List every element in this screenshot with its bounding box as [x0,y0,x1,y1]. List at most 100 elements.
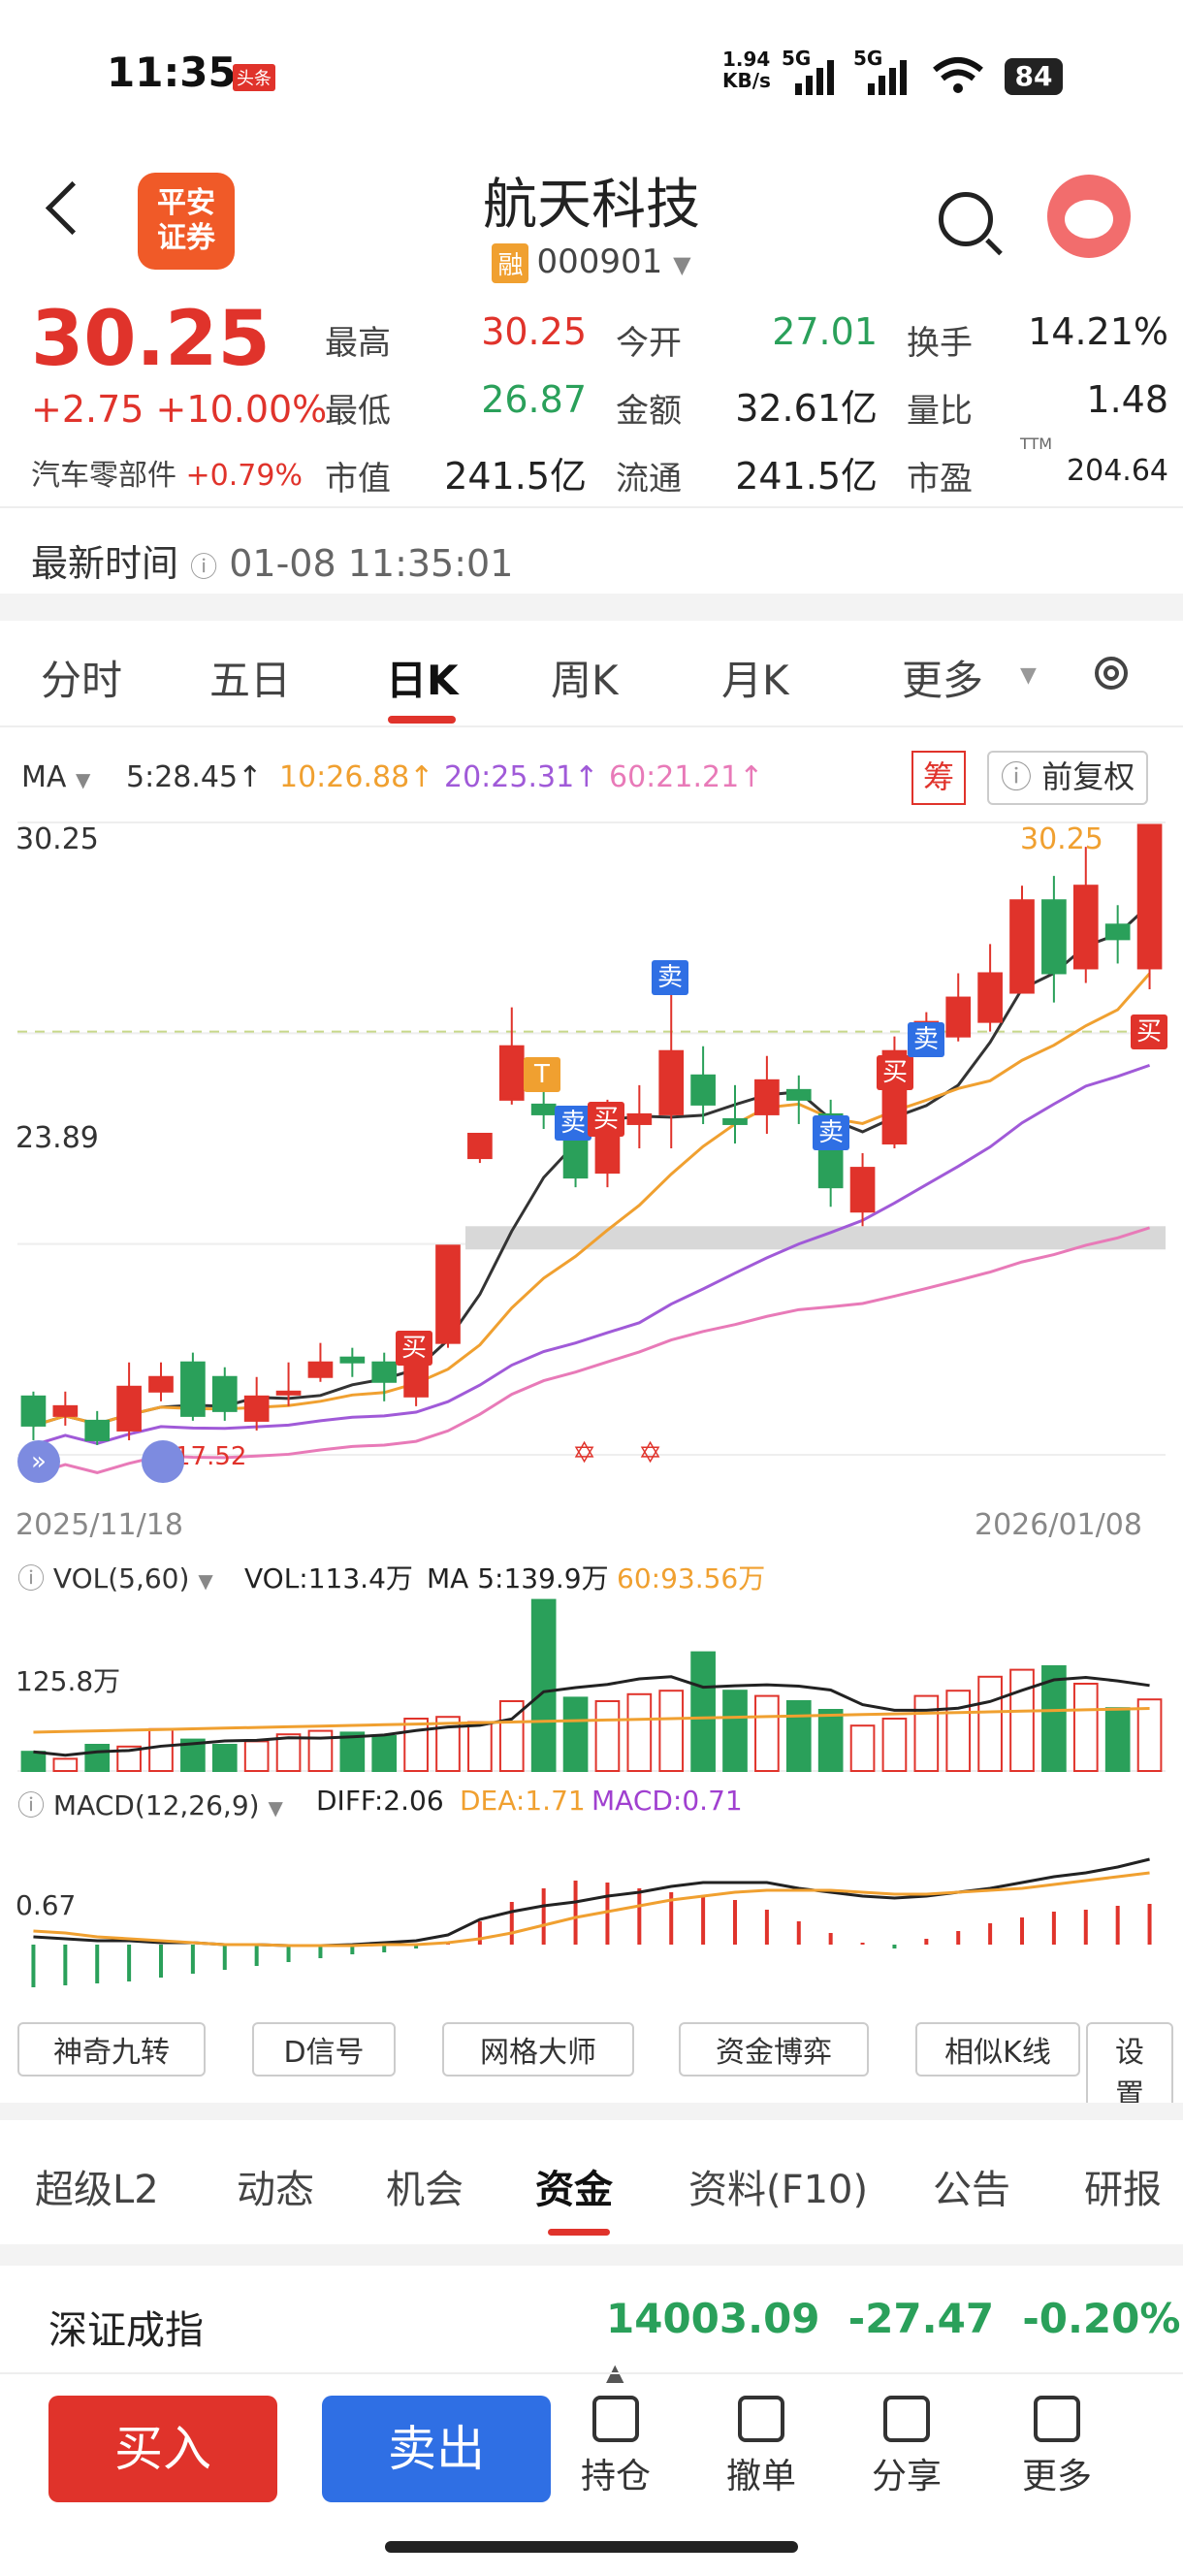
tab-2[interactable]: 日K [386,657,459,704]
tool-button-3[interactable]: 资金博弈 [679,2022,869,2077]
trade-marker-t[interactable]: T [524,1057,560,1092]
bottom-tab-3[interactable]: 资金 [535,2168,613,2212]
tool-button-4[interactable]: 相似K线 [915,2022,1080,2077]
last-price: 30.25 [31,296,271,383]
buy-button[interactable]: 买入 [48,2396,277,2502]
candle [339,1356,366,1364]
crop-icon[interactable] [142,1440,184,1483]
candle [1041,899,1067,975]
tool-button-0[interactable]: 神奇九转 [17,2022,206,2077]
action-more[interactable]: 更多 [1004,2396,1110,2498]
tool-button-2[interactable]: 网格大师 [442,2022,634,2077]
ma10-line [33,972,1151,1428]
trade-marker-buy[interactable]: 买 [396,1331,432,1366]
date-start: 2025/11/18 [16,1508,183,1542]
stock-code-selector[interactable]: 融 000901 ▼ [0,242,1183,283]
volume-bar [690,1651,716,1772]
volume-bar [307,1729,334,1773]
bottom-tab-5[interactable]: 公告 [933,2168,1010,2212]
macd-chart[interactable] [0,1819,1183,2003]
price-change: +2.75 +10.00% [31,388,328,431]
candle [626,1112,653,1125]
tab-4[interactable]: 月K [721,657,789,704]
candle [84,1419,111,1441]
candle [52,1404,79,1417]
chip-distribution-button[interactable]: 筹 [911,751,966,805]
trade-marker-sell[interactable]: 卖 [813,1115,849,1150]
volume-bar [148,1727,174,1773]
volume-bar [594,1700,621,1772]
bottom-tab-1[interactable]: 动态 [237,2168,314,2212]
ma5-value: 5:28.45↑ [126,760,263,794]
tab-5[interactable]: 更多 [902,657,984,704]
candle [1136,823,1163,970]
candle [785,1088,812,1101]
quote-label-8: 市盈 [907,460,973,499]
quote-label-2: 换手 [907,324,973,363]
trade-marker-buy[interactable]: 买 [877,1055,913,1090]
volume-bar [180,1738,206,1773]
signal-5g-1: 5G [782,47,812,70]
volume-bar [52,1757,79,1772]
kline-chart[interactable]: ✡ ✡ [0,815,1183,1494]
search-icon[interactable] [939,192,993,246]
battery-icon: 84 [1005,58,1063,95]
trade-marker-buy[interactable]: 买 [1131,1014,1167,1049]
tab-0[interactable]: 分时 [41,657,123,704]
vol-selector[interactable]: ⓘ VOL(5,60) ▼ [17,1562,213,1594]
ma20-value: 20:25.31↑ [444,760,599,794]
clock: 11:35 [107,48,237,96]
tab-1[interactable]: 五日 [209,657,292,704]
trade-marker-sell[interactable]: 卖 [652,960,688,995]
index-value: 14003.09 -27.47 -0.20% ▲ [606,2295,1181,2386]
volume-bar [977,1675,1003,1772]
action-share[interactable]: 分享 [853,2396,960,2498]
quote-label-3: 最低 [325,392,391,431]
vol-axis: 125.8万 [16,1665,121,1697]
index-name[interactable]: 深证成指 [48,2308,204,2353]
gear-icon[interactable] [1088,650,1135,696]
volume-bar [913,1694,940,1772]
bottom-tab-2[interactable]: 机会 [386,2168,464,2212]
quote-label-5: 量比 [907,392,973,431]
adjust-button[interactable]: ⓘ 前复权 [987,751,1149,805]
broker-logo[interactable]: 平安 证券 [138,173,235,270]
share-icon [883,2396,930,2442]
trade-marker-sell[interactable]: 卖 [908,1022,944,1057]
volume-bar [658,1690,685,1772]
action-label: 撤单 [725,2457,796,2496]
vol-ma60-line [33,1707,1150,1734]
ma-selector[interactable]: MA ▼ [21,760,91,794]
tool-button-1[interactable]: D信号 [252,2022,396,2077]
volume-bar [339,1731,366,1772]
home-indicator [385,2541,798,2553]
bottom-tab-6[interactable]: 研报 [1084,2168,1162,2212]
candle [754,1079,780,1115]
action-position[interactable]: 持仓 [562,2396,669,2498]
candle [275,1390,302,1396]
vol-ma5: MA 5:139.9万 [427,1562,609,1594]
candle [116,1385,142,1432]
vol-ma5-line [33,1675,1150,1757]
quote-label-7: 流通 [616,460,682,499]
quote-value-5: 1.48 [1086,378,1168,421]
action-cancel-order[interactable]: 撤单 [708,2396,815,2498]
sector-info[interactable]: 汽车零部件 +0.79% [31,459,303,493]
macd-selector[interactable]: ⓘ MACD(12,26,9) ▼ [17,1789,283,1821]
bottom-tab-0[interactable]: 超级L2 [35,2168,159,2212]
trade-marker-sell[interactable]: 卖 [555,1106,592,1141]
candle [498,1045,525,1101]
status-bar: 11:35 头条 1.94 KB/s 5G 5G 84 [0,0,1183,145]
chevron-down-icon[interactable]: ▼ [1020,663,1037,688]
volume-bar [243,1740,270,1772]
volume-chart[interactable] [0,1591,1183,1777]
trade-marker-buy[interactable]: 买 [588,1102,624,1137]
chevron-down-icon: ▼ [673,251,691,278]
bottom-tab-4[interactable]: 资料(F10) [688,2168,869,2212]
volume-bar [211,1744,238,1772]
expand-icon[interactable]: » [17,1440,60,1483]
tab-3[interactable]: 周K [551,657,619,704]
wifi-icon [933,57,983,93]
sell-button[interactable]: 卖出 [322,2396,551,2502]
avatar[interactable] [1047,175,1131,258]
